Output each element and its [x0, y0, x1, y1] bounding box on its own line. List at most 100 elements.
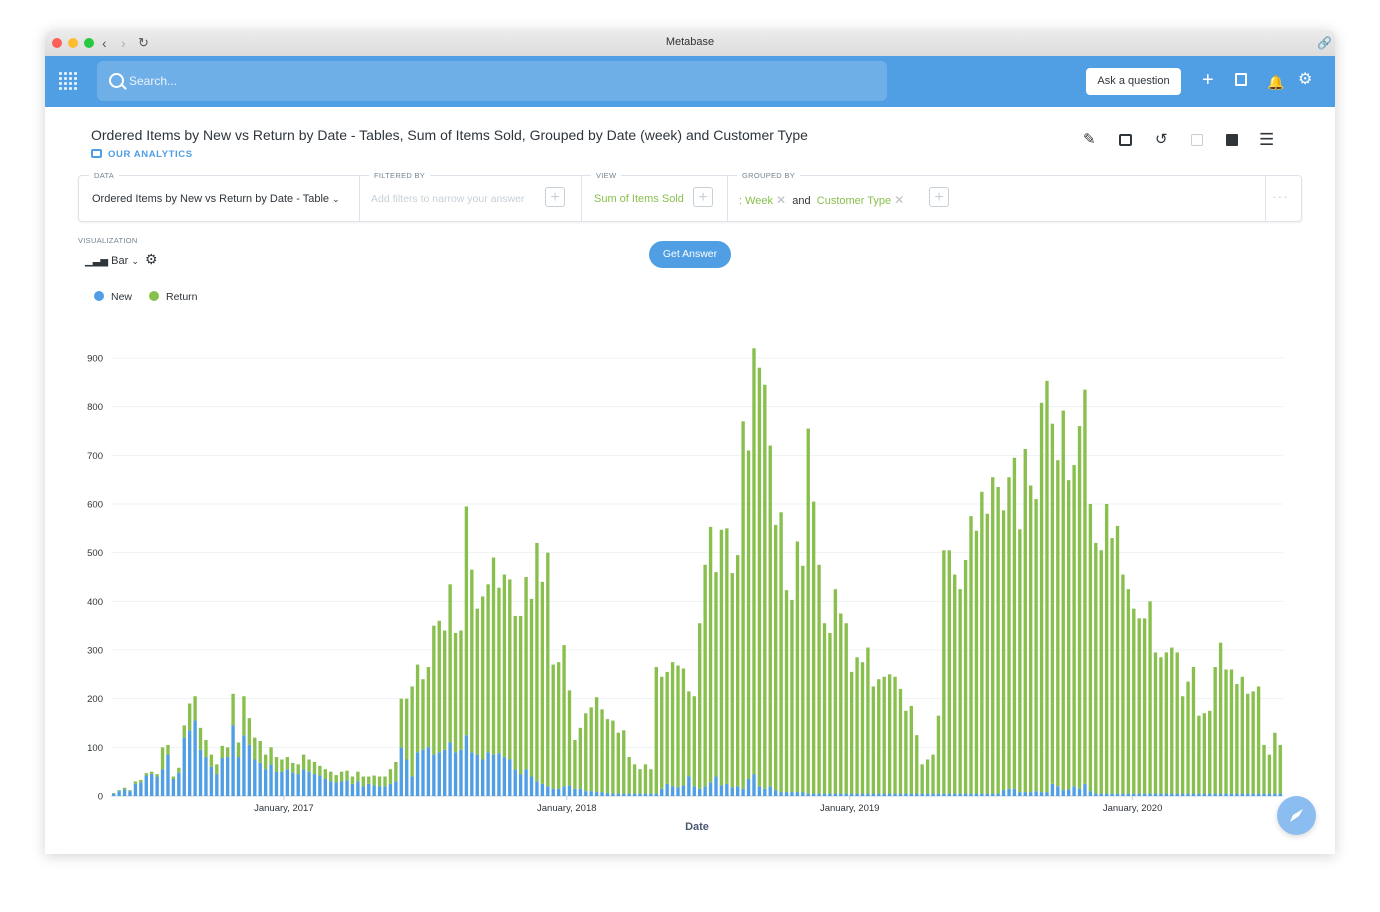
- bar-new[interactable]: [763, 788, 767, 796]
- bar-new[interactable]: [839, 793, 843, 796]
- bar-return[interactable]: [502, 574, 507, 758]
- bar-new[interactable]: [415, 752, 420, 796]
- bar-new[interactable]: [356, 781, 360, 796]
- settings-gear-icon[interactable]: ⚙: [1298, 71, 1313, 88]
- bar-return[interactable]: [551, 664, 555, 789]
- bar-return[interactable]: [540, 581, 545, 784]
- bar-new[interactable]: [725, 783, 729, 796]
- question-title[interactable]: Ordered Items by New vs Return by Date -…: [91, 127, 808, 143]
- bar-return[interactable]: [980, 491, 984, 794]
- bar-return[interactable]: [654, 667, 658, 794]
- bar-new[interactable]: [893, 793, 897, 796]
- bar-return[interactable]: [817, 564, 821, 794]
- bar-return[interactable]: [909, 705, 914, 794]
- bar-new[interactable]: [963, 793, 968, 796]
- bar-return[interactable]: [171, 776, 176, 779]
- minimize-window-button[interactable]: [68, 38, 78, 48]
- bar-return[interactable]: [790, 599, 794, 793]
- bar-return[interactable]: [432, 625, 436, 755]
- bar-return[interactable]: [470, 569, 474, 753]
- bar-new[interactable]: [502, 757, 507, 796]
- edit-pencil-icon[interactable]: ✎: [1083, 131, 1096, 148]
- bar-return[interactable]: [122, 787, 127, 790]
- bar-new[interactable]: [1104, 793, 1109, 796]
- bar-new[interactable]: [133, 783, 138, 796]
- bar-return[interactable]: [768, 445, 772, 787]
- bar-return[interactable]: [1012, 457, 1017, 789]
- bar-new[interactable]: [144, 775, 148, 796]
- bar-new[interactable]: [801, 792, 805, 796]
- bar-new[interactable]: [280, 771, 284, 796]
- bar-new[interactable]: [1115, 793, 1120, 796]
- bar-return[interactable]: [1050, 423, 1055, 784]
- bar-new[interactable]: [307, 771, 311, 796]
- bar-new[interactable]: [942, 793, 946, 796]
- grouped-by-section[interactable]: GROUPED BY : Week ✕ and Customer Type ✕ …: [727, 171, 1266, 221]
- bar-return[interactable]: [1191, 667, 1196, 794]
- bar-new[interactable]: [1056, 786, 1060, 796]
- bar-return[interactable]: [345, 770, 349, 781]
- bar-new[interactable]: [600, 792, 604, 796]
- bar-new[interactable]: [1262, 793, 1266, 796]
- bar-new[interactable]: [231, 725, 235, 796]
- bar-return[interactable]: [383, 776, 387, 787]
- forward-icon[interactable]: ›: [121, 35, 126, 51]
- bar-new[interactable]: [584, 791, 588, 796]
- explore-compass-button[interactable]: [1277, 796, 1316, 835]
- bar-new[interactable]: [871, 793, 876, 796]
- bar-new[interactable]: [1066, 789, 1071, 796]
- bar-new[interactable]: [345, 780, 349, 796]
- bar-return[interactable]: [247, 718, 252, 745]
- bar-new[interactable]: [296, 774, 300, 796]
- bar-return[interactable]: [746, 450, 751, 779]
- bar-return[interactable]: [437, 620, 441, 753]
- bar-new[interactable]: [589, 791, 593, 796]
- bar-new[interactable]: [177, 772, 181, 796]
- bar-new[interactable]: [1007, 788, 1011, 796]
- view-section[interactable]: VIEW Sum of Items Sold +: [581, 171, 728, 221]
- bar-return[interactable]: [736, 555, 740, 787]
- bar-return[interactable]: [556, 662, 561, 789]
- bar-return[interactable]: [904, 710, 908, 794]
- bar-new[interactable]: [665, 783, 669, 796]
- bar-new[interactable]: [866, 793, 870, 796]
- link-icon[interactable]: 🔗: [1317, 36, 1332, 50]
- bar-new[interactable]: [817, 793, 821, 796]
- bar-return[interactable]: [1142, 618, 1147, 794]
- filter-section[interactable]: FILTERED BY Add filters to narrow your a…: [359, 171, 582, 221]
- bar-new[interactable]: [269, 764, 273, 796]
- bar-return[interactable]: [508, 579, 512, 760]
- bar-return[interactable]: [280, 759, 284, 772]
- bar-return[interactable]: [253, 737, 257, 760]
- bar-new[interactable]: [1153, 793, 1158, 796]
- bar-new[interactable]: [242, 735, 246, 796]
- bar-new[interactable]: [285, 769, 290, 796]
- bar-new[interactable]: [676, 787, 680, 796]
- bar-new[interactable]: [1251, 793, 1255, 796]
- bar-return[interactable]: [1262, 744, 1266, 794]
- bar-new[interactable]: [1208, 793, 1212, 796]
- bar-new[interactable]: [1180, 793, 1185, 796]
- bar-new[interactable]: [1267, 793, 1272, 796]
- bar-return[interactable]: [763, 384, 767, 789]
- bar-return[interactable]: [453, 632, 458, 753]
- bar-return[interactable]: [1104, 504, 1109, 794]
- bar-new[interactable]: [551, 788, 555, 796]
- bar-new[interactable]: [372, 785, 376, 796]
- bar-return[interactable]: [958, 589, 962, 794]
- bar-return[interactable]: [1001, 510, 1006, 791]
- bar-new[interactable]: [399, 747, 403, 796]
- bar-new[interactable]: [486, 752, 490, 796]
- bar-new[interactable]: [703, 786, 707, 796]
- bar-new[interactable]: [687, 776, 691, 796]
- bar-new[interactable]: [247, 744, 252, 796]
- breakout-customer-type[interactable]: Customer Type: [816, 195, 892, 207]
- bar-new[interactable]: [193, 720, 197, 796]
- bar-new[interactable]: [681, 785, 686, 796]
- bar-return[interactable]: [1034, 499, 1038, 792]
- bar-return[interactable]: [1208, 710, 1212, 794]
- search-input[interactable]: Search...: [97, 61, 887, 101]
- bar-new[interactable]: [790, 792, 794, 796]
- bar-new[interactable]: [768, 786, 772, 796]
- bar-return[interactable]: [546, 552, 550, 787]
